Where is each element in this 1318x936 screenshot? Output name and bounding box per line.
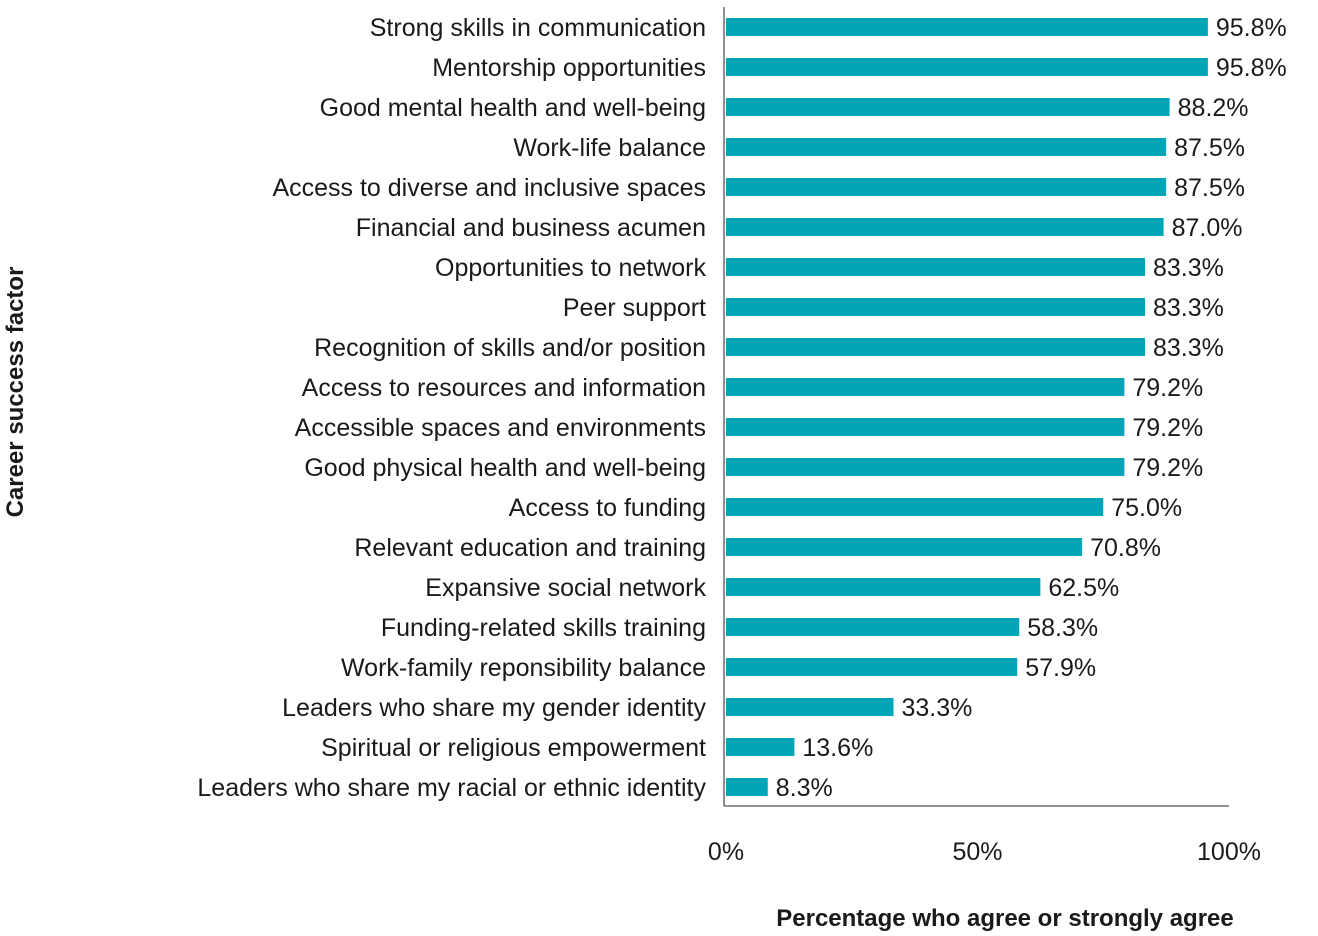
category-label: Access to funding xyxy=(509,494,706,522)
value-label: 79.2% xyxy=(1132,414,1203,442)
value-label: 13.6% xyxy=(802,734,873,762)
category-label: Leaders who share my racial or ethnic id… xyxy=(197,774,706,802)
value-label: 83.3% xyxy=(1153,254,1224,282)
value-label: 87.0% xyxy=(1172,214,1243,242)
bar xyxy=(726,738,795,756)
value-label: 75.0% xyxy=(1111,494,1182,522)
category-label: Access to resources and information xyxy=(302,374,706,402)
category-label: Strong skills in communication xyxy=(370,14,706,42)
value-label: 70.8% xyxy=(1090,534,1161,562)
category-label: Work-life balance xyxy=(513,134,706,162)
value-label: 57.9% xyxy=(1025,654,1096,682)
bar xyxy=(726,58,1208,76)
category-label: Expansive social network xyxy=(425,574,706,602)
bar xyxy=(726,698,894,716)
bar xyxy=(726,578,1041,596)
value-label: 79.2% xyxy=(1132,454,1203,482)
value-label: 62.5% xyxy=(1048,574,1119,602)
category-label: Relevant education and training xyxy=(354,534,706,562)
bar xyxy=(726,498,1104,516)
category-label: Spiritual or religious empowerment xyxy=(321,734,706,762)
x-tick-labels: 0% 50% 100% xyxy=(708,838,1261,866)
y-axis-title: Career success factor xyxy=(2,267,29,518)
value-label: 83.3% xyxy=(1153,334,1224,362)
value-label: 33.3% xyxy=(901,694,972,722)
bar xyxy=(726,418,1125,436)
category-label: Work-family reponsibility balance xyxy=(341,654,706,682)
category-label: Good physical health and well-being xyxy=(304,454,706,482)
bar xyxy=(726,778,768,796)
category-label: Good mental health and well-being xyxy=(320,94,706,122)
bar xyxy=(726,378,1125,396)
bar xyxy=(726,218,1164,236)
x-tick-label: 0% xyxy=(708,838,744,866)
x-tick-label: 100% xyxy=(1197,838,1261,866)
bar xyxy=(726,298,1145,316)
bars-layer xyxy=(726,18,1208,796)
x-axis-title: Percentage who agree or strongly agree xyxy=(776,905,1234,932)
bar xyxy=(726,458,1125,476)
value-label: 95.8% xyxy=(1216,54,1287,82)
bar xyxy=(726,618,1020,636)
bar xyxy=(726,258,1145,276)
category-label: Peer support xyxy=(563,294,706,322)
bar xyxy=(726,98,1170,116)
x-tick-label: 50% xyxy=(952,838,1002,866)
value-label: 87.5% xyxy=(1174,174,1245,202)
category-labels: Strong skills in communication Mentorship… xyxy=(197,14,706,802)
value-label: 95.8% xyxy=(1216,14,1287,42)
bar xyxy=(726,658,1018,676)
category-label: Opportunities to network xyxy=(435,254,706,282)
value-label: 87.5% xyxy=(1174,134,1245,162)
category-label: Recognition of skills and/or position xyxy=(314,334,706,362)
category-label: Mentorship opportunities xyxy=(432,54,706,82)
bar xyxy=(726,178,1167,196)
category-label: Funding-related skills training xyxy=(381,614,706,642)
value-labels: 95.8% 95.8% 88.2% 87.5% 87.5% 87.0% 83.3% 83.3%… xyxy=(776,14,1287,802)
bar xyxy=(726,538,1083,556)
value-label: 8.3% xyxy=(776,774,833,802)
value-label: 58.3% xyxy=(1027,614,1098,642)
bar xyxy=(726,18,1208,36)
value-label: 79.2% xyxy=(1132,374,1203,402)
bar xyxy=(726,338,1145,356)
category-label: Access to diverse and inclusive spaces xyxy=(272,174,706,202)
bar xyxy=(726,138,1167,156)
category-label: Accessible spaces and environments xyxy=(295,414,706,442)
category-label: Financial and business acumen xyxy=(356,214,706,242)
category-label: Leaders who share my gender identity xyxy=(282,694,706,722)
value-label: 83.3% xyxy=(1153,294,1224,322)
value-label: 88.2% xyxy=(1178,94,1249,122)
